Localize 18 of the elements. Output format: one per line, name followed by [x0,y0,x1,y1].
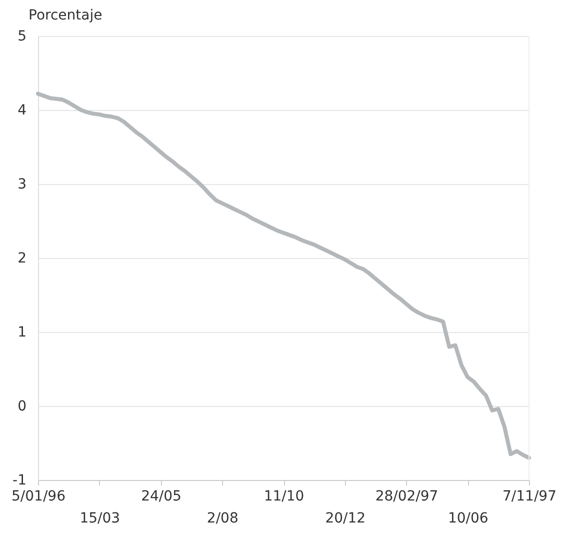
x-tick-label: 15/03 [80,510,120,526]
x-tick-label: 5/01/96 [12,488,66,504]
y-tick-label: 2 [18,250,26,266]
x-tick-label: 20/12 [325,510,366,526]
y-tick-label: 5 [18,28,26,44]
y-tick-label: 3 [18,176,26,192]
x-tick-label: 7/11/97 [502,488,556,504]
line-series [36,92,531,460]
y-tick-label: -1 [12,472,26,488]
y-axis-title: Porcentaje [28,8,102,24]
y-tick-label: 4 [18,102,27,118]
y-tick-label: 1 [18,324,26,340]
x-tick-label: 24/05 [141,488,182,504]
x-tick-label: 11/10 [264,488,304,504]
x-tick-label: 2/08 [206,510,238,526]
x-tick-label: 28/02/97 [375,488,438,504]
y-tick-label: 0 [18,398,26,414]
x-tick-label: 10/06 [448,510,488,526]
